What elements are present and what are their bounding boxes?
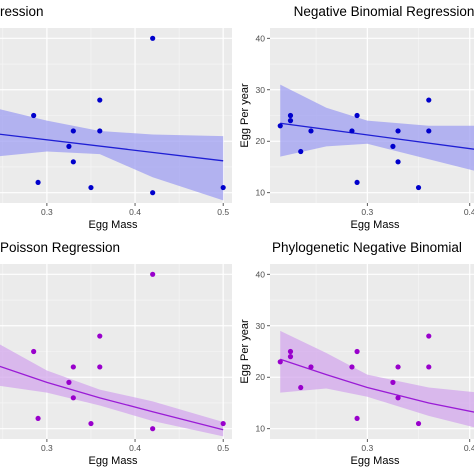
data-point (150, 190, 156, 196)
data-point (88, 184, 94, 191)
x-tick-label: 0.3 (41, 443, 53, 453)
panel-title: Phylogenetic Negative Binomial (272, 240, 462, 255)
data-point (426, 333, 432, 339)
panel-title: Poisson Regression (0, 240, 120, 255)
x-axis-label: Egg Mass (89, 455, 138, 467)
data-point (395, 128, 401, 134)
x-tick-label: 0.5 (217, 443, 229, 453)
x-axis-label: Egg Mass (89, 219, 138, 231)
x-axis-label: Egg Mass (351, 455, 400, 467)
x-tick-label: 0.4 (129, 207, 141, 217)
data-point (35, 415, 41, 422)
data-point (426, 128, 432, 134)
data-point (349, 128, 355, 134)
data-point (426, 364, 432, 370)
y-tick-label: 10 (256, 188, 266, 198)
data-point (308, 364, 314, 370)
y-tick-label: 20 (256, 136, 266, 146)
confidence-band (0, 344, 224, 437)
confidence-band (280, 84, 474, 171)
panel-title: Negative Binomial Regression (294, 4, 474, 19)
x-tick-label: 0.5 (217, 207, 229, 217)
data-point (97, 128, 103, 134)
data-point (97, 97, 103, 103)
data-point (88, 420, 94, 427)
confidence-band (280, 330, 474, 428)
data-point (70, 395, 76, 401)
y-axis-label: Egg Per year (239, 83, 251, 148)
data-point (220, 184, 226, 191)
data-point (308, 128, 314, 134)
data-point (287, 118, 294, 124)
fitted-line (0, 133, 224, 162)
data-point (390, 379, 396, 385)
data-point (298, 384, 304, 391)
x-tick-label: 0.3 (41, 207, 53, 217)
x-axis-label: Egg Mass (351, 219, 400, 231)
x-tick-label: 0.4 (464, 443, 474, 453)
data-point (287, 354, 294, 360)
fitted-line (280, 122, 474, 150)
data-point (150, 426, 156, 432)
data-point (287, 348, 294, 355)
data-point (150, 271, 156, 277)
data-point (415, 420, 422, 427)
data-point (415, 184, 422, 191)
data-point (66, 379, 72, 385)
x-tick-label: 0.4 (129, 443, 141, 453)
x-tick-label: 0.3 (361, 443, 373, 453)
data-point (97, 364, 103, 370)
y-axis-label: Egg Per year (239, 319, 251, 384)
confidence-band (0, 109, 224, 201)
data-point (354, 415, 360, 422)
data-point (395, 364, 401, 370)
data-point (70, 128, 76, 134)
data-point (426, 97, 432, 103)
y-tick-label: 20 (256, 372, 266, 382)
data-point (70, 364, 76, 370)
data-point (390, 143, 396, 149)
data-point (70, 159, 76, 165)
panel-4: 0.3 0.4 10 20 30 40 Egg Per year Egg Mass Phylog… (239, 240, 474, 467)
fitted-line (0, 365, 224, 431)
y-tick-label: 40 (256, 33, 266, 43)
x-tick-label: 0.3 (361, 207, 373, 217)
y-tick-label: 30 (256, 321, 266, 331)
data-point (298, 148, 304, 155)
data-point (97, 333, 103, 339)
y-tick-label: 30 (256, 85, 266, 95)
data-point (220, 420, 226, 427)
data-point (354, 179, 360, 186)
data-point (395, 159, 401, 165)
data-point (354, 112, 360, 119)
x-tick-label: 0.4 (464, 207, 474, 217)
y-tick-label: 10 (256, 424, 266, 434)
data-point (35, 179, 41, 186)
data-point (31, 348, 37, 355)
data-point (287, 112, 294, 119)
data-point (277, 123, 283, 129)
y-tick-label: 40 (256, 269, 266, 279)
panel-1: 0.3 0.4 0.5 Egg Mass ression (0, 4, 232, 231)
data-point (354, 348, 360, 355)
panel-3: 0.3 0.4 0.5 Egg Mass Poisson Regression (0, 240, 232, 467)
data-point (277, 359, 283, 365)
panel-title: ression (0, 4, 44, 19)
data-point (66, 143, 72, 149)
data-point (395, 395, 401, 401)
data-point (31, 112, 37, 119)
data-point (150, 35, 156, 41)
panel-2: 0.3 0.4 10 20 30 40 Egg Per year Egg Mass Negati… (239, 4, 474, 231)
data-point (349, 364, 355, 370)
